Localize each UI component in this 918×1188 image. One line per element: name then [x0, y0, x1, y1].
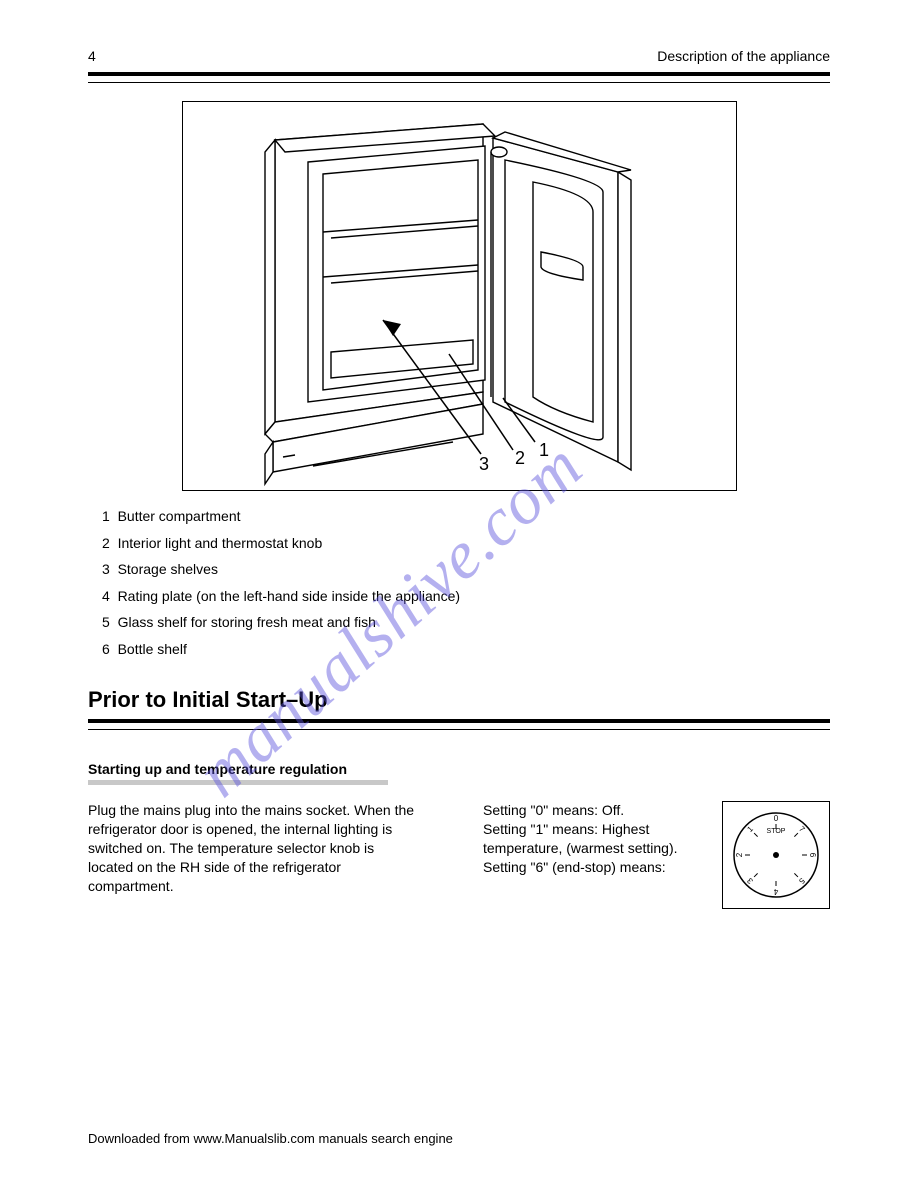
- right-column: Setting "0" means: Off. Setting "1" mean…: [483, 801, 830, 909]
- footer-left: Downloaded from www.Manualslib.com manua…: [88, 1131, 453, 1146]
- left-column-text: Plug the mains plug into the mains socke…: [88, 801, 423, 909]
- subsection-underline: [88, 780, 388, 785]
- thermostat-dial-figure: 0 7 6 5 4 3 2 1 STOP: [722, 801, 830, 909]
- page-footer: Downloaded from www.Manualslib.com manua…: [88, 1131, 830, 1146]
- page-number: 4: [88, 48, 96, 64]
- figure-label-1: 1: [539, 440, 549, 460]
- svg-text:2: 2: [735, 853, 744, 858]
- header-thick-rule: [88, 72, 830, 76]
- svg-text:7: 7: [797, 825, 807, 835]
- legend: 1 Butter compartment 2 Interior light an…: [102, 503, 830, 663]
- subsection-title: Starting up and temperature regulation: [88, 760, 830, 779]
- svg-text:6: 6: [808, 853, 817, 858]
- legend-item: 6 Bottle shelf: [102, 636, 830, 663]
- section-rules: [88, 719, 830, 730]
- header-title: Description of the appliance: [657, 48, 830, 64]
- figure-label-2: 2: [515, 448, 525, 468]
- two-column-layout: Plug the mains plug into the mains socke…: [88, 801, 830, 909]
- header-thin-rule: [88, 82, 830, 83]
- subsection: Starting up and temperature regulation P…: [88, 760, 830, 910]
- section-thick-rule: [88, 719, 830, 723]
- section-thin-rule: [88, 729, 830, 730]
- page-header: 4 Description of the appliance: [88, 48, 830, 64]
- svg-text:4: 4: [773, 887, 778, 896]
- legend-item: 5 Glass shelf for storing fresh meat and…: [102, 609, 830, 636]
- section-heading: Prior to Initial Start–Up: [88, 687, 830, 713]
- dial-icon: 0 7 6 5 4 3 2 1 STOP: [728, 807, 824, 903]
- svg-text:0: 0: [774, 814, 779, 823]
- figure-label-3: 3: [479, 454, 489, 474]
- legend-item: 1 Butter compartment: [102, 503, 830, 530]
- svg-text:1: 1: [745, 825, 755, 835]
- svg-text:3: 3: [745, 876, 755, 886]
- legend-item: 3 Storage shelves: [102, 556, 830, 583]
- appliance-figure: 1 2 3: [182, 101, 737, 491]
- legend-item: 2 Interior light and thermostat knob: [102, 530, 830, 557]
- legend-item: 4 Rating plate (on the left-hand side in…: [102, 583, 830, 610]
- dial-stop-label: STOP: [767, 828, 786, 835]
- appliance-drawing: 1 2 3: [183, 102, 737, 491]
- svg-text:5: 5: [797, 877, 807, 887]
- right-column-text: Setting "0" means: Off. Setting "1" mean…: [483, 801, 702, 877]
